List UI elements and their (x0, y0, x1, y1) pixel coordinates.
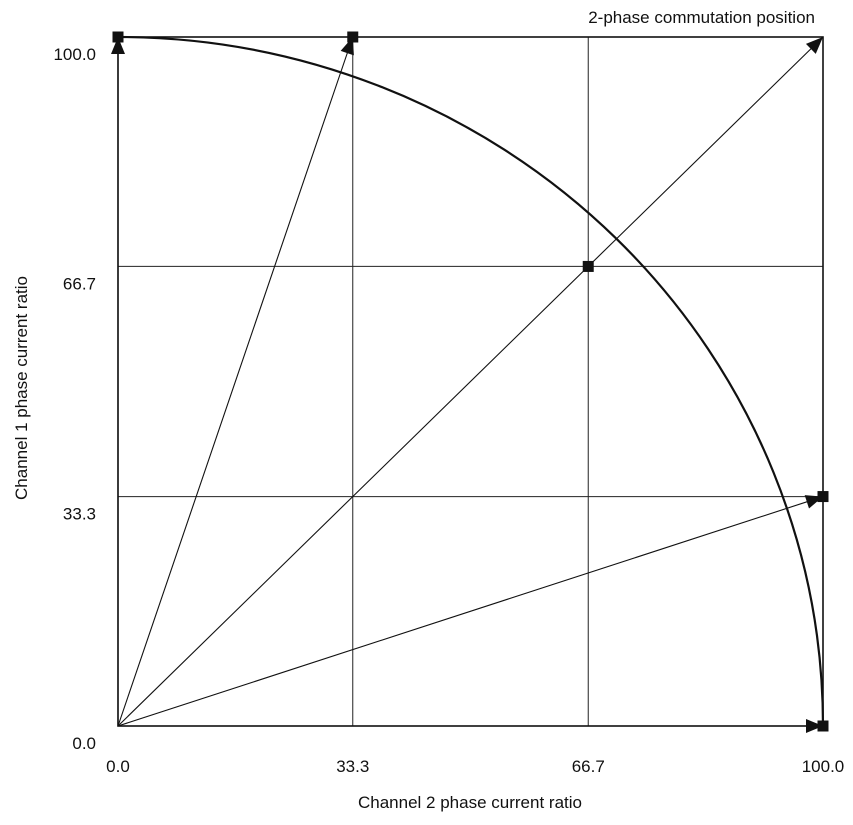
x-tick-label-1: 33.3 (336, 757, 369, 776)
y-tick-label-3: 100.0 (53, 45, 96, 64)
vector-line-3 (118, 497, 823, 726)
square-marker-2 (583, 261, 594, 272)
square-marker-3 (818, 491, 829, 502)
y-tick-label-0: 0.0 (72, 734, 96, 753)
y-tick-label-2: 66.7 (63, 274, 96, 293)
annotation-commutation: 2-phase commutation position (588, 8, 815, 27)
y-axis-label: Channel 1 phase current ratio (12, 276, 31, 500)
y-tick-label-1: 33.3 (63, 505, 96, 524)
square-marker-1 (347, 32, 358, 43)
y-tick-labels: 0.0 33.3 66.7 100.0 (53, 45, 96, 753)
vector-line-2 (118, 37, 823, 726)
x-tick-label-3: 100.0 (802, 757, 845, 776)
x-tick-label-0: 0.0 (106, 757, 130, 776)
x-tick-label-2: 66.7 (572, 757, 605, 776)
vectors (111, 37, 823, 733)
square-marker-0 (113, 32, 124, 43)
vector-line-1 (118, 37, 353, 726)
x-axis-label: Channel 2 phase current ratio (358, 793, 582, 812)
square-marker-4 (818, 721, 829, 732)
x-tick-labels: 0.0 33.3 66.7 100.0 (106, 757, 844, 776)
